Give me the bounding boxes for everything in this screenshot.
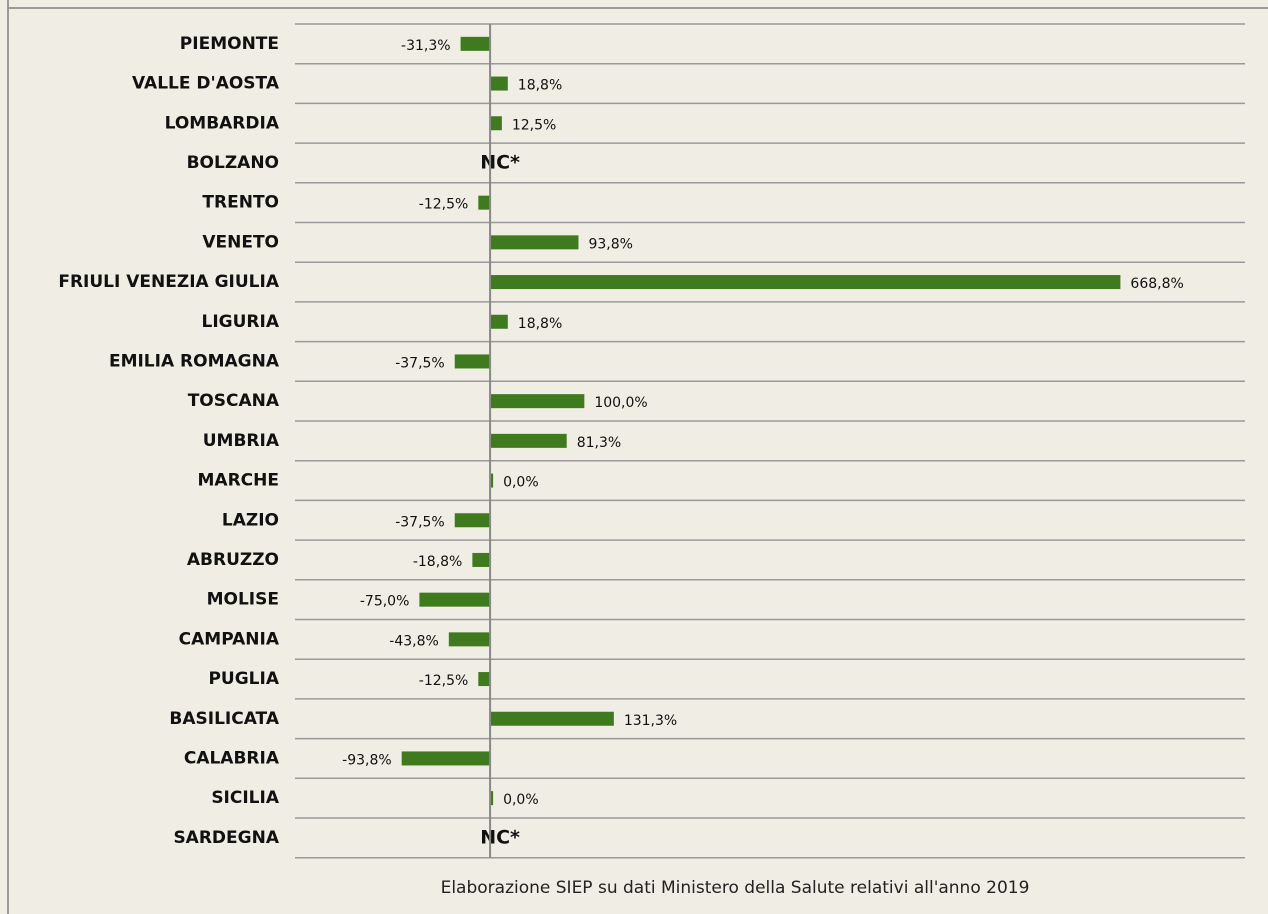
category-label: SARDEGNA [173, 828, 279, 848]
nc-label: NC* [480, 151, 520, 173]
value-label: 0,0% [503, 792, 539, 808]
category-label: BASILICATA [169, 709, 279, 729]
bar [490, 76, 508, 91]
value-label: 18,8% [518, 316, 562, 332]
value-label: -37,5% [395, 514, 445, 530]
bar [490, 473, 494, 488]
category-label: TOSCANA [188, 391, 280, 411]
bar [478, 672, 491, 687]
category-label: PIEMONTE [180, 34, 279, 54]
value-label: -12,5% [419, 673, 469, 689]
bar [490, 711, 614, 726]
bar [490, 433, 567, 448]
value-label: 0,0% [503, 475, 539, 491]
value-label: 18,8% [518, 78, 562, 94]
value-label: 93,8% [588, 236, 632, 252]
value-label: -37,5% [395, 355, 445, 371]
bar [454, 513, 491, 528]
nc-label: NC* [480, 826, 520, 848]
bar [478, 195, 491, 210]
category-label: ABRUZZO [187, 550, 279, 570]
value-label: -75,0% [360, 594, 410, 610]
bar [490, 394, 585, 409]
bar [401, 751, 491, 766]
bar [472, 552, 491, 567]
value-label: 668,8% [1130, 276, 1183, 292]
value-label: -31,3% [401, 38, 451, 54]
category-label: MOLISE [207, 590, 279, 610]
category-label: LOMBARDIA [165, 113, 280, 133]
category-label: FRIULI VENEZIA GIULIA [58, 272, 279, 292]
category-label: CAMPANIA [179, 629, 280, 649]
value-label: 131,3% [624, 713, 677, 729]
category-label: TRENTO [202, 193, 279, 213]
category-label: PUGLIA [208, 669, 279, 689]
value-label: -43,8% [389, 633, 439, 649]
value-label: -93,8% [342, 752, 392, 768]
category-label: UMBRIA [203, 431, 280, 451]
category-label: LAZIO [222, 510, 279, 530]
value-label: -12,5% [419, 197, 469, 213]
category-label: VALLE D'AOSTA [132, 74, 280, 94]
source-note: Elaborazione SIEP su dati Ministero dell… [441, 878, 1030, 898]
category-label: MARCHE [198, 471, 279, 491]
category-label: SICILIA [211, 788, 280, 808]
bar [460, 36, 491, 51]
category-label: EMILIA ROMAGNA [109, 351, 280, 371]
category-label: VENETO [202, 232, 279, 252]
value-label: 12,5% [512, 117, 556, 133]
bar [490, 235, 579, 250]
value-label: 100,0% [594, 395, 647, 411]
value-label: 81,3% [577, 435, 621, 451]
value-label: -18,8% [413, 554, 463, 570]
category-label: LIGURIA [202, 312, 280, 332]
bar [490, 275, 1121, 290]
bar [490, 314, 508, 329]
category-label: BOLZANO [187, 153, 279, 173]
bar [419, 592, 491, 607]
bar [490, 116, 502, 131]
bar [448, 632, 491, 647]
category-label: CALABRIA [184, 748, 280, 768]
bar [490, 791, 494, 806]
bar [454, 354, 491, 369]
